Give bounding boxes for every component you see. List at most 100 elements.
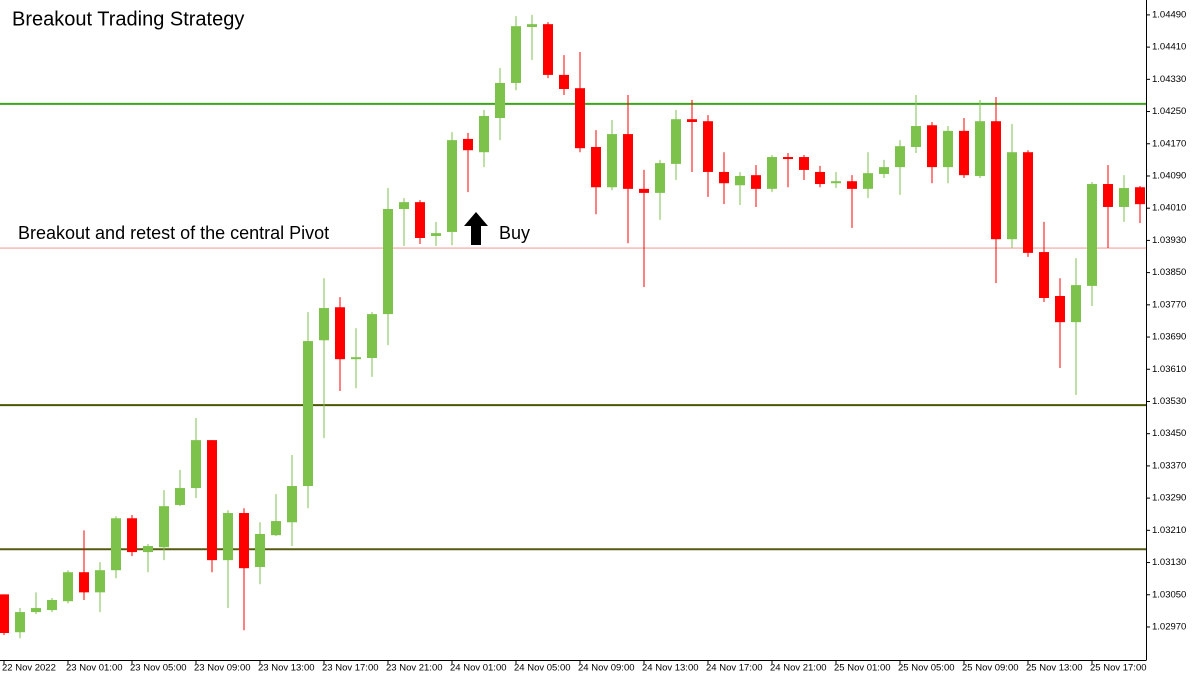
y-tick-label: 1.03130 (1152, 557, 1186, 568)
candle-body (927, 125, 937, 168)
y-tick-label: 1.04490 (1152, 9, 1186, 20)
candle-body (735, 175, 745, 186)
candle-body (799, 157, 809, 170)
x-tick-label: 25 Nov 09:00 (962, 663, 1019, 674)
candle-body (975, 121, 985, 176)
y-tick-label: 1.03770 (1152, 299, 1186, 310)
candle-body (559, 74, 569, 89)
y-tick-label: 1.04250 (1152, 106, 1186, 117)
candle-body (495, 82, 505, 118)
candle-body (543, 24, 553, 75)
candle-body (719, 171, 729, 184)
chart-title: Breakout Trading Strategy (12, 8, 244, 30)
y-tick-label: 1.04090 (1152, 170, 1186, 181)
candle-body (287, 486, 297, 523)
x-tick-label: 23 Nov 01:00 (66, 663, 123, 674)
x-tick-label: 23 Nov 21:00 (386, 663, 443, 674)
candle-body (943, 130, 953, 168)
candle-body (303, 341, 313, 487)
candle-body (47, 600, 57, 611)
candle-body (655, 163, 665, 193)
candle-body (511, 26, 521, 83)
candle-body (895, 146, 905, 168)
x-tick-label: 25 Nov 17:00 (1090, 663, 1147, 674)
candle-body (0, 594, 9, 634)
candle-body (879, 167, 889, 174)
y-tick-label: 1.03050 (1152, 589, 1186, 600)
annotation-bg (495, 222, 535, 246)
candle-body (767, 157, 777, 189)
candle-body (959, 130, 969, 176)
candle-body (15, 612, 25, 633)
annotation-bg (14, 222, 334, 246)
candle-body (159, 506, 169, 548)
candle-body (271, 521, 281, 536)
x-tick-label: 23 Nov 05:00 (130, 663, 187, 674)
candle-body (847, 181, 857, 189)
y-tick-label: 1.03930 (1152, 235, 1186, 246)
x-tick-label: 25 Nov 13:00 (1026, 663, 1083, 674)
candle-body (31, 608, 41, 613)
candle-body (687, 119, 697, 123)
y-tick-label: 1.04010 (1152, 203, 1186, 214)
candle-body (751, 175, 761, 189)
x-tick-label: 23 Nov 09:00 (194, 663, 251, 674)
candle-body (1023, 152, 1033, 253)
x-tick-label: 22 Nov 2022 (2, 663, 56, 674)
candle-body (127, 518, 137, 553)
candle-body (911, 126, 921, 147)
candle-body (783, 157, 793, 160)
x-tick-label: 23 Nov 17:00 (322, 663, 379, 674)
candle-body (815, 171, 825, 185)
candle-body (863, 173, 873, 189)
candle-body (671, 119, 681, 164)
annotation: Breakout and retest of the central Pivot (18, 223, 329, 243)
y-tick-label: 1.04330 (1152, 74, 1186, 85)
candle-body (191, 440, 201, 489)
candle-body (591, 146, 601, 188)
candle-body (1103, 184, 1113, 207)
y-tick-label: 1.03850 (1152, 267, 1186, 278)
candle-body (1087, 184, 1097, 286)
candle-body (399, 202, 409, 209)
candle-body (639, 188, 649, 193)
candle-body (319, 308, 329, 341)
x-tick-label: 23 Nov 13:00 (258, 663, 315, 674)
y-tick-label: 1.03530 (1152, 396, 1186, 407)
candle-body (1071, 285, 1081, 323)
x-tick-label: 24 Nov 01:00 (450, 663, 507, 674)
candle-body (1039, 252, 1049, 298)
candle-body (111, 518, 121, 571)
y-tick-label: 1.04170 (1152, 138, 1186, 149)
x-tick-label: 25 Nov 05:00 (898, 663, 955, 674)
x-tick-label: 24 Nov 09:00 (578, 663, 635, 674)
candle-body (607, 134, 617, 188)
candle-body (255, 533, 265, 567)
candle-body (463, 138, 473, 151)
candle-body (415, 202, 425, 238)
candle-body (703, 121, 713, 172)
y-tick-label: 1.03210 (1152, 525, 1186, 536)
candle-body (623, 134, 633, 189)
y-tick-label: 1.04410 (1152, 42, 1186, 53)
plot-area (0, 14, 1146, 639)
buy-arrow (464, 212, 488, 245)
x-tick-label: 24 Nov 17:00 (706, 663, 763, 674)
y-tick-label: 1.03690 (1152, 332, 1186, 343)
candle-body (79, 572, 89, 593)
candle-body (383, 208, 393, 315)
candle-body (175, 488, 185, 505)
x-tick-label: 24 Nov 05:00 (514, 663, 571, 674)
candle-body (63, 572, 73, 602)
candle-body (95, 570, 105, 593)
y-tick-label: 1.02970 (1152, 621, 1186, 632)
candle-body (367, 314, 377, 358)
candle-body (431, 233, 441, 236)
candle-body (527, 24, 537, 27)
candle-body (1055, 295, 1065, 323)
candle-body (239, 513, 249, 569)
candle-body (479, 115, 489, 153)
